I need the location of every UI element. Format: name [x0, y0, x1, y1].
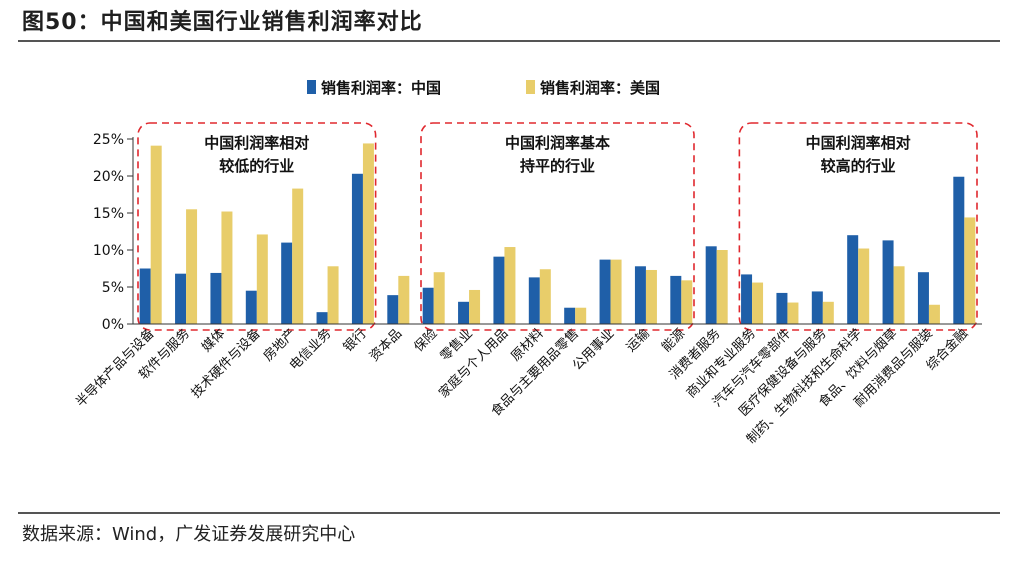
chart-legend: 销售利润率：中国 销售利润率：美国 — [307, 79, 660, 97]
y-tick-label: 5% — [102, 280, 124, 296]
bar-usa — [539, 269, 551, 324]
x-tick-label: 能源 — [659, 326, 688, 355]
bar-usa — [893, 266, 905, 324]
bar-china — [422, 287, 434, 324]
bar-china — [564, 307, 576, 324]
bar-usa — [221, 211, 233, 324]
x-tick-label: 资本品 — [367, 326, 405, 364]
source-note: 数据来源：Wind，广发证券发展研究中心 — [22, 524, 356, 545]
y-tick-label: 25% — [93, 132, 124, 148]
bar-china — [882, 240, 894, 324]
title-rule — [18, 40, 1000, 42]
group-box — [137, 122, 377, 331]
bars — [139, 143, 976, 324]
bar-china — [493, 256, 505, 324]
group-label: 较高的行业 — [821, 157, 896, 175]
legend-label: 销售利润率：中国 — [321, 79, 441, 97]
bar-china — [670, 275, 682, 324]
bar-usa — [469, 289, 481, 324]
bar-usa — [256, 234, 268, 324]
bar-china — [458, 301, 470, 324]
bar-usa — [362, 143, 374, 324]
bar-usa — [964, 217, 976, 324]
x-tick-label: 保险 — [412, 326, 441, 355]
bar-usa — [186, 209, 198, 324]
bar-china — [528, 277, 540, 324]
group-label: 较低的行业 — [219, 157, 294, 175]
figure-title: 图50：中国和美国行业销售利润率对比 — [22, 10, 423, 35]
bar-usa — [610, 259, 622, 324]
bar-china — [281, 242, 293, 324]
bar-china — [811, 291, 823, 324]
bar-china — [210, 272, 222, 324]
legend-label: 销售利润率：美国 — [540, 79, 660, 97]
group-label: 中国利润率基本 — [505, 134, 610, 152]
bar-china — [953, 176, 965, 324]
y-tick-label: 10% — [93, 243, 124, 259]
bar-usa — [433, 272, 445, 324]
legend-swatch — [526, 80, 535, 94]
bar-usa — [928, 304, 940, 324]
bar-chart: 销售利润率：中国 销售利润率：美国 0% 5% 10% 15% 20% 25% 中国利润率相… — [73, 79, 982, 447]
bar-usa — [681, 280, 693, 324]
bar-china — [705, 246, 717, 324]
bar-china — [175, 273, 187, 324]
bar-china — [741, 274, 753, 324]
bar-usa — [150, 145, 162, 324]
bar-usa — [822, 301, 834, 324]
bar-china — [599, 259, 611, 324]
group-box — [420, 122, 695, 331]
group-label: 中国利润率相对 — [204, 134, 309, 152]
bar-china — [776, 292, 788, 324]
bar-usa — [716, 250, 728, 324]
bar-china — [316, 312, 328, 324]
bar-usa — [858, 248, 870, 324]
bar-china — [245, 290, 257, 324]
bar-usa — [504, 247, 516, 324]
source-rule — [18, 512, 1000, 514]
y-tick-label: 20% — [93, 169, 124, 185]
x-tick-label: 运输 — [623, 326, 653, 356]
group-box — [738, 122, 978, 331]
y-tick-label: 15% — [93, 206, 124, 222]
y-tick-label: 0% — [102, 317, 124, 333]
bar-usa — [752, 282, 764, 324]
bar-usa — [327, 266, 339, 324]
bar-usa — [575, 307, 587, 324]
group-label: 持平的行业 — [520, 157, 595, 175]
bar-china — [634, 266, 646, 324]
legend-swatch — [307, 80, 316, 94]
bar-usa — [645, 269, 657, 324]
bar-usa — [292, 188, 304, 324]
bar-china — [139, 268, 151, 324]
bar-usa — [787, 302, 799, 324]
bar-china — [351, 173, 363, 324]
bar-china — [847, 235, 859, 324]
group-label: 中国利润率相对 — [806, 134, 911, 152]
bar-china — [917, 272, 929, 324]
bar-china — [387, 295, 399, 324]
y-axis: 0% 5% 10% 15% 20% 25% — [93, 132, 134, 333]
bar-usa — [398, 275, 410, 324]
